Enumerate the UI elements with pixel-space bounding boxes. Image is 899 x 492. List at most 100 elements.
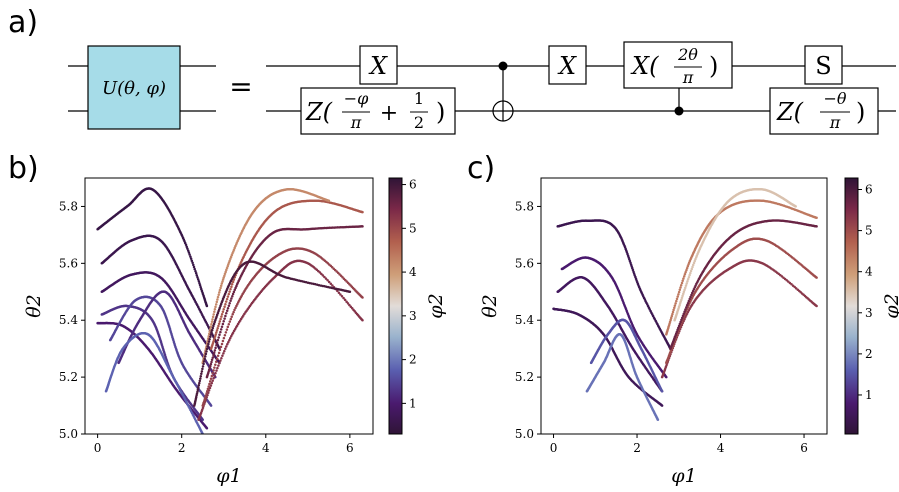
gate-x-theta-suffix: ) xyxy=(709,52,718,80)
trajectory xyxy=(556,276,664,393)
data-point xyxy=(680,298,683,301)
data-point xyxy=(218,333,221,337)
circuit-diagram: U(θ, φ) = X Z( −φ π + 1 2 ) X X( 2θ xyxy=(68,41,896,135)
data-point xyxy=(210,320,214,324)
data-point xyxy=(222,336,226,340)
data-point xyxy=(226,295,230,298)
data-point xyxy=(214,371,217,375)
data-point xyxy=(200,372,203,376)
data-point xyxy=(199,374,203,378)
data-point xyxy=(210,323,213,326)
data-point xyxy=(209,327,212,331)
data-point xyxy=(207,340,211,343)
data-point xyxy=(223,317,226,320)
data-point xyxy=(232,310,235,314)
data-point xyxy=(227,263,230,266)
data-point xyxy=(226,343,229,346)
data-point xyxy=(660,390,664,393)
data-point xyxy=(669,318,672,322)
data-point xyxy=(209,325,213,329)
data-point xyxy=(688,297,691,301)
gate-z-phi-suffix: ) xyxy=(436,98,445,126)
colorbar-label: φ2 xyxy=(425,293,447,318)
data-point xyxy=(215,300,219,304)
data-point xyxy=(681,314,685,318)
data-point xyxy=(686,301,690,305)
trajectory xyxy=(104,331,204,434)
gate-z-theta-num: −θ xyxy=(823,89,846,108)
data-point xyxy=(680,281,684,285)
data-point xyxy=(815,276,818,279)
data-point xyxy=(361,318,364,322)
cx-theta-control-dot xyxy=(674,106,684,116)
data-point xyxy=(682,277,685,280)
x-tick-label: 0 xyxy=(94,441,102,455)
data-point xyxy=(227,340,230,344)
data-point xyxy=(685,304,689,307)
data-point xyxy=(218,348,222,352)
data-point xyxy=(215,344,218,347)
data-point xyxy=(188,253,191,256)
data-point xyxy=(211,356,215,359)
y-tick-label: 5.2 xyxy=(59,370,78,384)
gate-z-phi-half-num: 1 xyxy=(414,89,424,108)
data-point xyxy=(308,281,312,285)
chart-c: 0 2 4 6 5.0 5.2 5.4 5.6 5.8 φ1 θ2 1 2 3 4 5 6 φ2 xyxy=(479,177,899,487)
data-point xyxy=(671,310,675,314)
data-point xyxy=(208,337,211,341)
data-point xyxy=(218,361,221,365)
gate-x-theta-den: π xyxy=(682,68,694,87)
data-point xyxy=(224,331,228,334)
data-point xyxy=(198,379,202,383)
data-point xyxy=(217,351,221,355)
data-point xyxy=(204,394,208,397)
data-point xyxy=(196,390,199,393)
data-point xyxy=(222,307,225,311)
trajectory xyxy=(100,271,221,365)
data-point xyxy=(211,315,215,319)
data-point xyxy=(678,322,682,326)
data-point xyxy=(215,331,218,334)
data-point xyxy=(201,418,204,422)
data-point xyxy=(212,322,216,326)
data-point xyxy=(680,296,684,300)
data-point xyxy=(194,269,197,273)
data-point xyxy=(323,275,326,279)
data-point xyxy=(210,358,214,362)
data-point xyxy=(815,225,818,228)
axes-frame xyxy=(540,177,828,435)
data-point xyxy=(231,313,234,316)
data-point xyxy=(337,291,341,294)
data-point xyxy=(219,330,222,334)
gate-z-phi xyxy=(300,87,456,135)
data-point xyxy=(209,335,212,339)
data-point xyxy=(212,369,215,372)
y-tick-label: 5.6 xyxy=(59,256,78,270)
unitary-box xyxy=(87,45,181,130)
data-point xyxy=(216,298,219,301)
data-point xyxy=(197,386,200,389)
y-axis-label: θ2 xyxy=(23,294,45,318)
data-point xyxy=(196,278,200,281)
data-point xyxy=(229,335,233,338)
colorbar xyxy=(844,177,859,435)
data-point xyxy=(682,275,686,278)
trajectory xyxy=(552,307,664,407)
data-point xyxy=(230,283,234,286)
data-point xyxy=(213,337,216,340)
data-point xyxy=(184,243,188,247)
data-point xyxy=(686,265,690,268)
data-point xyxy=(215,341,219,345)
x-tick-label: 4 xyxy=(262,441,270,455)
data-point xyxy=(232,290,236,294)
data-point xyxy=(205,392,208,395)
data-point xyxy=(214,303,218,306)
equals-sign: = xyxy=(229,70,252,103)
gate-x-2-label: X xyxy=(557,52,577,80)
trajectory xyxy=(205,225,364,379)
data-point xyxy=(220,342,224,346)
data-point xyxy=(202,362,205,366)
data-point xyxy=(672,308,675,312)
data-point xyxy=(214,360,218,364)
data-point xyxy=(226,325,230,329)
